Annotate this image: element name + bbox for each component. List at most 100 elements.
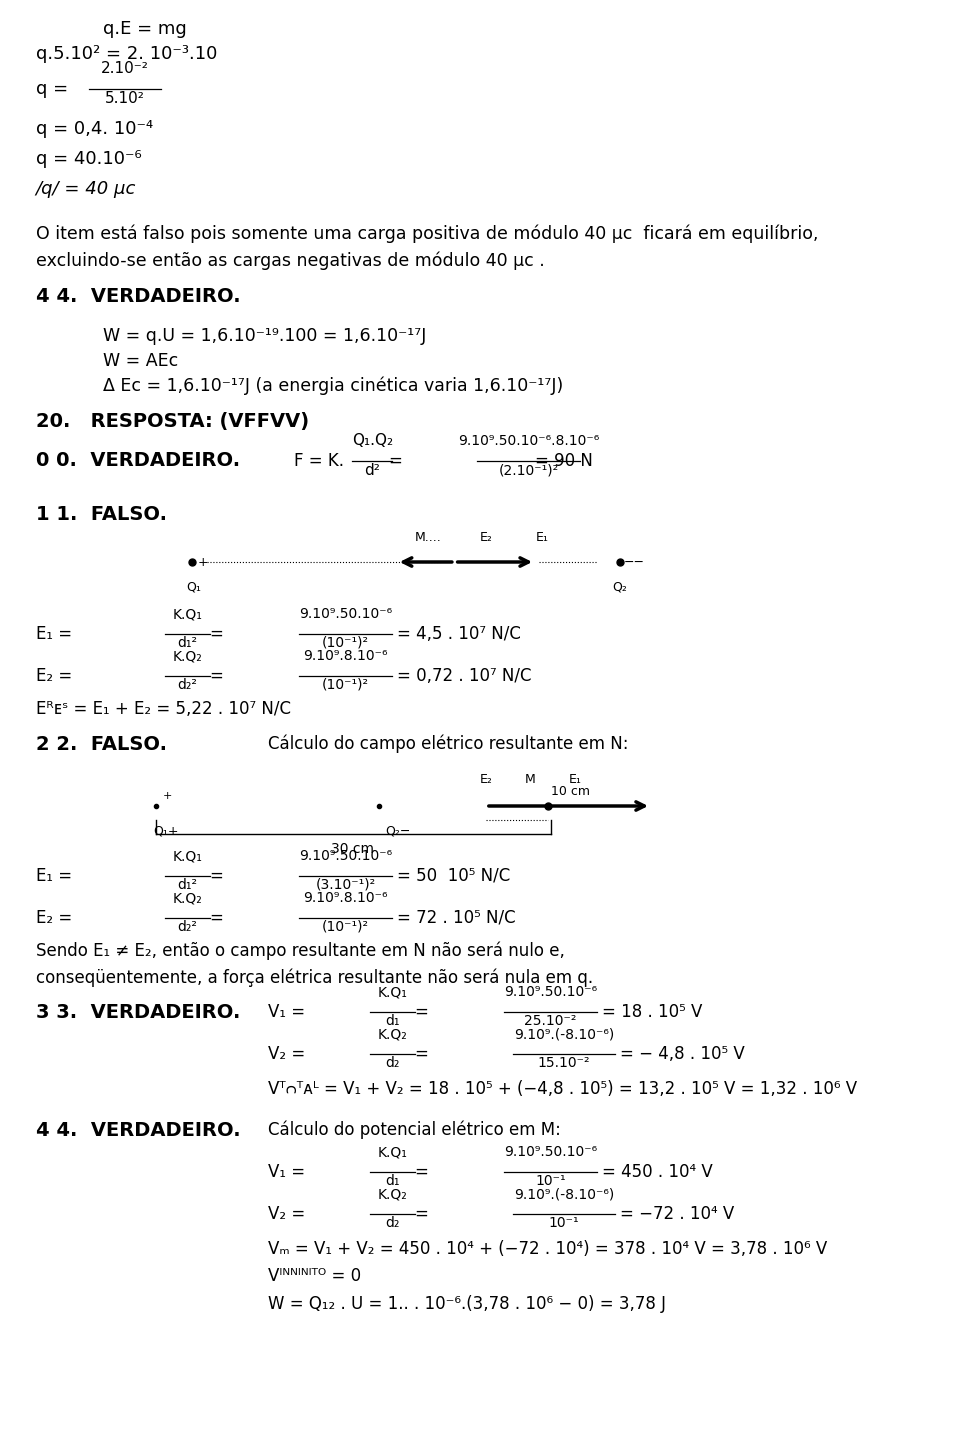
Text: 9.10⁹.(-8.10⁻⁶): 9.10⁹.(-8.10⁻⁶) [514,1027,614,1041]
Text: 20.   RESPOSTA: (VFFVV): 20. RESPOSTA: (VFFVV) [36,412,309,430]
Text: 9.10⁹.8.10⁻⁶: 9.10⁹.8.10⁻⁶ [303,891,388,905]
Text: 9.10⁹.8.10⁻⁶: 9.10⁹.8.10⁻⁶ [303,648,388,663]
Text: K.Q₂: K.Q₂ [377,1187,407,1201]
Text: q = 0,4. 10⁻⁴: q = 0,4. 10⁻⁴ [36,120,153,139]
Text: Q₁.Q₂: Q₁.Q₂ [351,433,393,448]
Text: q.5.10² = 2. 10⁻³.10: q.5.10² = 2. 10⁻³.10 [36,45,217,64]
Text: 9.10⁹.50.10⁻⁶.8.10⁻⁶: 9.10⁹.50.10⁻⁶.8.10⁻⁶ [458,435,599,448]
Text: 15.10⁻²: 15.10⁻² [538,1056,590,1070]
Text: Vₘ = V₁ + V₂ = 450 . 10⁴ + (−72 . 10⁴) = 378 . 10⁴ V = 3,78 . 10⁶ V: Vₘ = V₁ + V₂ = 450 . 10⁴ + (−72 . 10⁴) =… [268,1240,827,1258]
Text: K.Q₁: K.Q₁ [172,849,203,864]
Text: = 0,72 . 10⁷ N/C: = 0,72 . 10⁷ N/C [396,667,531,684]
Text: d₂²: d₂² [178,920,197,934]
Text: Cálculo do campo elétrico resultante em N:: Cálculo do campo elétrico resultante em … [268,735,628,754]
Text: M: M [525,773,536,786]
Text: = −72 . 10⁴ V: = −72 . 10⁴ V [620,1204,734,1223]
Text: =: = [209,866,224,885]
Text: W = q.U = 1,6.10⁻¹⁹.100 = 1,6.10⁻¹⁷J: W = q.U = 1,6.10⁻¹⁹.100 = 1,6.10⁻¹⁷J [103,326,426,345]
Text: O item está falso pois somente uma carga positiva de módulo 40 μc  ficará em equ: O item está falso pois somente uma carga… [36,225,818,243]
Text: =: = [415,1004,428,1021]
Text: = 18 . 10⁵ V: = 18 . 10⁵ V [602,1004,703,1021]
Text: d₂²: d₂² [178,679,197,692]
Text: Cálculo do potencial elétrico em M:: Cálculo do potencial elétrico em M: [268,1121,561,1139]
Text: Δ Ec = 1,6.10⁻¹⁷J (a energia cinética varia 1,6.10⁻¹⁷J): Δ Ec = 1,6.10⁻¹⁷J (a energia cinética va… [103,377,563,396]
Text: Q₂: Q₂ [612,580,627,593]
Text: V₁ =: V₁ = [268,1162,304,1181]
Text: d₂: d₂ [385,1056,399,1070]
Text: K.Q₂: K.Q₂ [173,891,203,905]
Text: 9.10⁹.50.10⁻⁶: 9.10⁹.50.10⁻⁶ [504,1145,597,1160]
Text: E₂: E₂ [480,531,492,544]
Text: Vᵀᴒᵀᴀᴸ = V₁ + V₂ = 18 . 10⁵ + (−4,8 . 10⁵) = 13,2 . 10⁵ V = 1,32 . 10⁶ V: Vᵀᴒᵀᴀᴸ = V₁ + V₂ = 18 . 10⁵ + (−4,8 . 10… [268,1080,856,1097]
Text: Q₁: Q₁ [186,580,201,593]
Text: = − 4,8 . 10⁵ V: = − 4,8 . 10⁵ V [620,1045,744,1063]
Text: W = Q₁₂ . U = 1.. . 10⁻⁶.(3,78 . 10⁶ − 0) = 3,78 J: W = Q₁₂ . U = 1.. . 10⁻⁶.(3,78 . 10⁶ − 0… [268,1295,665,1313]
Text: 30 cm: 30 cm [330,842,373,856]
Text: 3 3.  VERDADEIRO.: 3 3. VERDADEIRO. [36,1002,240,1021]
Text: 10⁻¹: 10⁻¹ [549,1216,579,1230]
Text: conseqüentemente, a força elétrica resultante não será nula em q.: conseqüentemente, a força elétrica resul… [36,969,592,988]
Text: q = 40.10⁻⁶: q = 40.10⁻⁶ [36,150,141,168]
Text: E₁: E₁ [568,773,582,786]
Text: 25.10⁻²: 25.10⁻² [524,1014,577,1028]
Text: (10⁻¹)²: (10⁻¹)² [322,679,369,692]
Text: =: = [209,625,224,643]
Text: = 90 N: = 90 N [535,452,593,469]
Text: d²: d² [365,464,380,478]
Text: Sendo E₁ ≠ E₂, então o campo resultante em N não será nulo e,: Sendo E₁ ≠ E₂, então o campo resultante … [36,941,564,960]
Text: d₁²: d₁² [178,878,197,892]
Text: (10⁻¹)²: (10⁻¹)² [322,920,369,934]
Text: E₂ =: E₂ = [36,667,72,684]
Text: =: = [388,452,401,469]
Text: E₁: E₁ [536,531,548,544]
Text: K.Q₁: K.Q₁ [172,606,203,621]
Text: 2 2.  FALSO.: 2 2. FALSO. [36,735,167,754]
Text: W = AEc: W = AEc [103,352,178,370]
Text: 2.10⁻²: 2.10⁻² [101,61,149,77]
Text: = 50  10⁵ N/C: = 50 10⁵ N/C [396,866,510,885]
Text: d₂: d₂ [385,1216,399,1230]
Text: M....: M.... [415,531,442,544]
Text: =: = [415,1204,428,1223]
Text: V₂ =: V₂ = [268,1204,304,1223]
Text: K.Q₂: K.Q₂ [173,648,203,663]
Text: =: = [415,1045,428,1063]
Text: d₁: d₁ [385,1014,399,1028]
Text: (10⁻¹)²: (10⁻¹)² [322,635,369,650]
Text: = 72 . 10⁵ N/C: = 72 . 10⁵ N/C [396,910,516,927]
Text: E₁ =: E₁ = [36,866,72,885]
Text: 5.10²: 5.10² [105,91,145,105]
Text: +: + [162,791,172,801]
Text: +: + [198,556,208,569]
Text: V₁ =: V₁ = [268,1004,304,1021]
Text: Vᴵᴺᴺᴵᴺᴵᵀᴼ = 0: Vᴵᴺᴺᴵᴺᴵᵀᴼ = 0 [268,1266,361,1285]
Text: = 450 . 10⁴ V: = 450 . 10⁴ V [602,1162,712,1181]
Text: 9.10⁹.(-8.10⁻⁶): 9.10⁹.(-8.10⁻⁶) [514,1187,614,1201]
Text: 9.10⁹.50.10⁻⁶: 9.10⁹.50.10⁻⁶ [299,849,392,864]
Text: E₂ =: E₂ = [36,910,72,927]
Text: 4 4.  VERDADEIRO.: 4 4. VERDADEIRO. [36,1121,240,1139]
Text: q.E = mg: q.E = mg [103,20,186,38]
Text: Q₂−: Q₂− [385,825,411,838]
Text: −−: −− [624,556,645,569]
Text: K.Q₁: K.Q₁ [377,1145,407,1160]
Text: q =: q = [36,79,68,98]
Text: Q₁+: Q₁+ [154,825,179,838]
Text: 0 0.  VERDADEIRO.: 0 0. VERDADEIRO. [36,452,240,471]
Text: Eᴿᴇˢ = E₁ + E₂ = 5,22 . 10⁷ N/C: Eᴿᴇˢ = E₁ + E₂ = 5,22 . 10⁷ N/C [36,700,291,718]
Text: K.Q₁: K.Q₁ [377,985,407,999]
Text: 9.10⁹.50.10⁻⁶: 9.10⁹.50.10⁻⁶ [504,985,597,999]
Text: K.Q₂: K.Q₂ [377,1027,407,1041]
Text: E₂: E₂ [480,773,492,786]
Text: (3.10⁻¹)²: (3.10⁻¹)² [316,878,375,892]
Text: excluindo-se então as cargas negativas de módulo 40 μc .: excluindo-se então as cargas negativas d… [36,251,544,270]
Text: d₁²: d₁² [178,635,197,650]
Text: V₂ =: V₂ = [268,1045,304,1063]
Text: = 4,5 . 10⁷ N/C: = 4,5 . 10⁷ N/C [396,625,520,643]
Text: F = K.: F = K. [295,452,345,469]
Text: 10⁻¹: 10⁻¹ [536,1174,566,1188]
Text: 1 1.  FALSO.: 1 1. FALSO. [36,504,167,524]
Text: 9.10⁹.50.10⁻⁶: 9.10⁹.50.10⁻⁶ [299,606,392,621]
Text: 4 4.  VERDADEIRO.: 4 4. VERDADEIRO. [36,286,240,306]
Text: E₁ =: E₁ = [36,625,72,643]
